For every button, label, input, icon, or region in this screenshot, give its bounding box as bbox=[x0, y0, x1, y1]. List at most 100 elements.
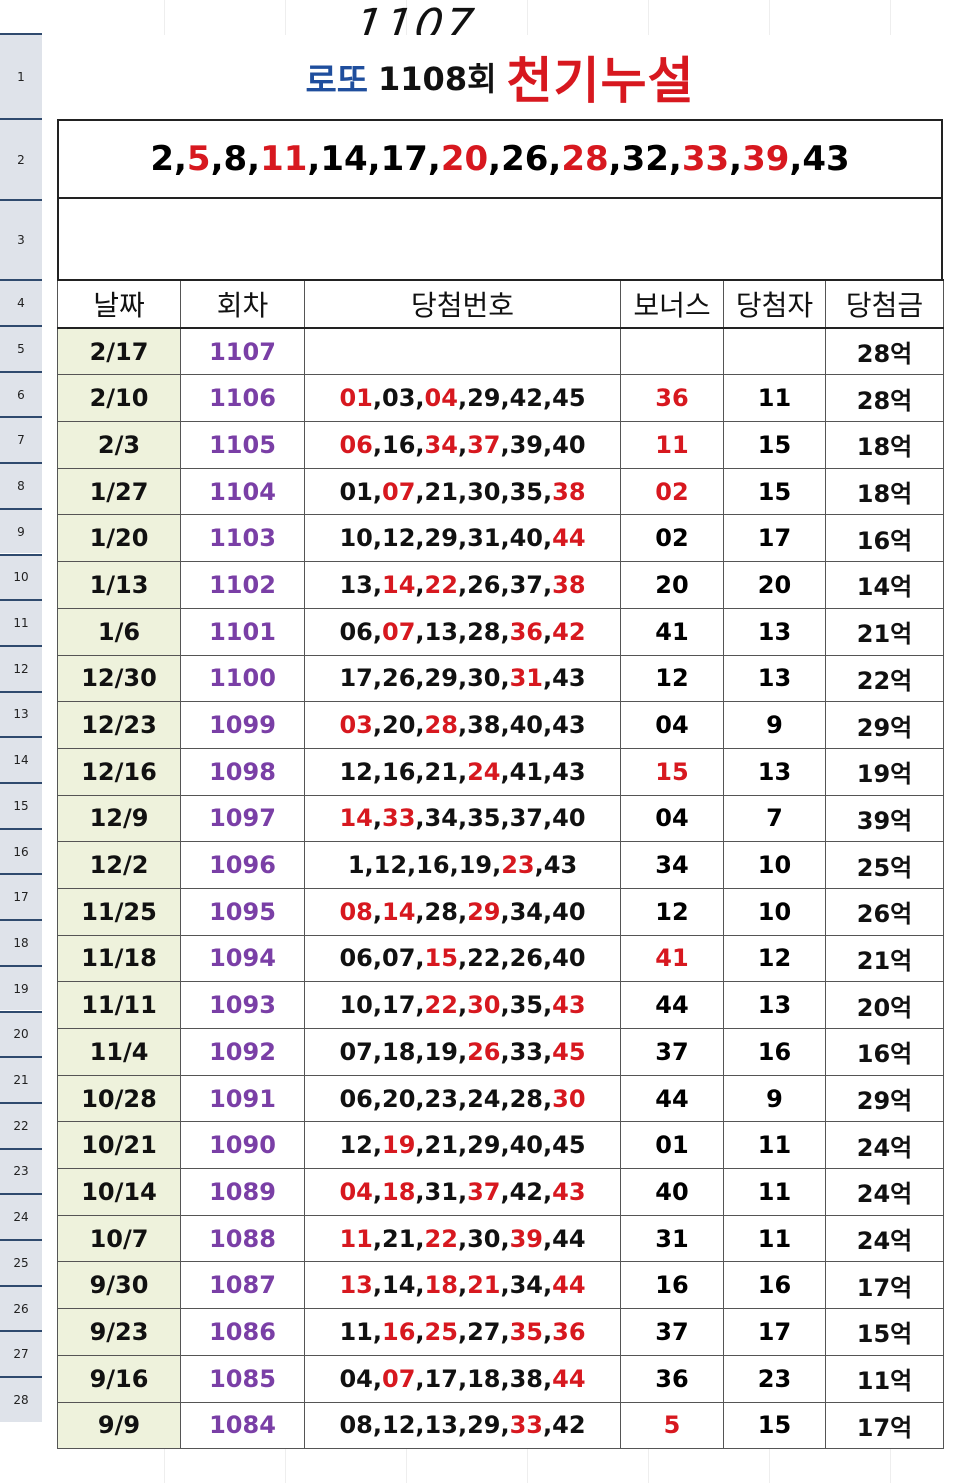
cell-round[interactable]: 1089 bbox=[180, 1168, 305, 1216]
cell-winning-numbers[interactable]: 14,33,34,35,37,40 bbox=[304, 794, 621, 843]
cell-prize[interactable]: 21억 bbox=[825, 934, 944, 983]
row-header-13[interactable]: 13 bbox=[0, 690, 42, 737]
cell-round[interactable]: 1103 bbox=[180, 514, 305, 563]
header-winners[interactable]: 당첨자 bbox=[723, 279, 826, 329]
cell-winning-numbers[interactable]: 12,16,21,24,41,43 bbox=[304, 747, 621, 796]
cell-prize[interactable]: 20억 bbox=[825, 981, 944, 1029]
header-numbers[interactable]: 당첨번호 bbox=[304, 279, 621, 329]
cell-winners[interactable]: 13 bbox=[723, 747, 826, 796]
cell-prize[interactable]: 16억 bbox=[825, 514, 944, 563]
cell-date[interactable]: 10/28 bbox=[57, 1074, 181, 1123]
cell-round[interactable]: 1105 bbox=[180, 421, 305, 469]
cell-round[interactable]: 1104 bbox=[180, 467, 305, 516]
cell-winning-numbers[interactable]: 13,14,18,21,34,44 bbox=[304, 1261, 621, 1310]
cell-prize[interactable]: 24억 bbox=[825, 1168, 944, 1216]
row-header-10[interactable]: 10 bbox=[0, 553, 42, 600]
cell-winners[interactable]: 9 bbox=[723, 701, 826, 749]
row-header-2[interactable]: 2 bbox=[0, 118, 42, 199]
cell-date[interactable]: 10/7 bbox=[57, 1214, 181, 1263]
cell-winners[interactable]: 11 bbox=[723, 1168, 826, 1216]
cell-winning-numbers[interactable]: 03,20,28,38,40,43 bbox=[304, 701, 621, 749]
cell-winning-numbers[interactable]: 12,19,21,29,40,45 bbox=[304, 1121, 621, 1170]
cell-winners[interactable]: 13 bbox=[723, 981, 826, 1029]
cell-date[interactable]: 12/9 bbox=[57, 794, 181, 843]
cell-bonus[interactable]: 12 bbox=[620, 887, 724, 936]
cell-prize[interactable]: 15억 bbox=[825, 1308, 944, 1356]
cell-prize[interactable]: 17억 bbox=[825, 1401, 944, 1450]
cell-bonus[interactable]: 34 bbox=[620, 841, 724, 889]
cell-round[interactable]: 1093 bbox=[180, 981, 305, 1029]
cell-winning-numbers[interactable]: 06,07,13,28,36,42 bbox=[304, 607, 621, 656]
cell-bonus[interactable]: 36 bbox=[620, 374, 724, 423]
cell-round[interactable]: 1090 bbox=[180, 1121, 305, 1170]
cell-winners[interactable]: 9 bbox=[723, 1074, 826, 1123]
cell-winners[interactable]: 11 bbox=[723, 1214, 826, 1263]
cell-winners[interactable] bbox=[723, 327, 826, 376]
row-header-21[interactable]: 21 bbox=[0, 1056, 42, 1102]
cell-bonus[interactable]: 31 bbox=[620, 1214, 724, 1263]
cell-date[interactable]: 9/16 bbox=[57, 1354, 181, 1403]
row-header-14[interactable]: 14 bbox=[0, 736, 42, 782]
header-date[interactable]: 날짜 bbox=[57, 279, 181, 329]
cell-bonus[interactable]: 37 bbox=[620, 1028, 724, 1076]
cell-bonus[interactable]: 37 bbox=[620, 1308, 724, 1356]
row-header-6[interactable]: 6 bbox=[0, 370, 42, 417]
cell-prize[interactable]: 26억 bbox=[825, 887, 944, 936]
empty-cell-row-3[interactable] bbox=[57, 199, 943, 279]
cell-round[interactable]: 1098 bbox=[180, 747, 305, 796]
cell-prize[interactable]: 28억 bbox=[825, 374, 944, 423]
cell-date[interactable]: 11/4 bbox=[57, 1028, 181, 1076]
cell-prize[interactable]: 24억 bbox=[825, 1214, 944, 1263]
cell-winners[interactable]: 13 bbox=[723, 654, 826, 703]
cell-bonus[interactable]: 16 bbox=[620, 1261, 724, 1310]
cell-round[interactable]: 1087 bbox=[180, 1261, 305, 1310]
cell-round[interactable]: 1100 bbox=[180, 654, 305, 703]
cell-round[interactable]: 1107 bbox=[180, 327, 305, 376]
cell-winners[interactable]: 15 bbox=[723, 1401, 826, 1450]
cell-winners[interactable]: 12 bbox=[723, 934, 826, 983]
cell-bonus[interactable]: 12 bbox=[620, 654, 724, 703]
cell-winning-numbers[interactable] bbox=[304, 327, 621, 376]
row-header-24[interactable]: 24 bbox=[0, 1193, 42, 1239]
cell-prize[interactable]: 16억 bbox=[825, 1028, 944, 1076]
row-header-25[interactable]: 25 bbox=[0, 1239, 42, 1285]
row-header-17[interactable]: 17 bbox=[0, 873, 42, 920]
cell-round[interactable]: 1099 bbox=[180, 701, 305, 749]
headline-numbers-cell[interactable]: 2, 5, 8, 11, 14, 17, 20, 26, 28, 32, 33, 39, 43 bbox=[57, 119, 943, 199]
cell-date[interactable]: 1/13 bbox=[57, 561, 181, 609]
cell-round[interactable]: 1085 bbox=[180, 1354, 305, 1403]
row-header-7[interactable]: 7 bbox=[0, 416, 42, 463]
cell-bonus[interactable]: 44 bbox=[620, 1074, 724, 1123]
cell-winners[interactable]: 15 bbox=[723, 467, 826, 516]
cell-bonus[interactable] bbox=[620, 327, 724, 376]
cell-winning-numbers[interactable]: 08,14,28,29,34,40 bbox=[304, 887, 621, 936]
cell-winning-numbers[interactable]: 17,26,29,30,31,43 bbox=[304, 654, 621, 703]
cell-date[interactable]: 11/11 bbox=[57, 981, 181, 1029]
cell-date[interactable]: 10/21 bbox=[57, 1121, 181, 1170]
cell-date[interactable]: 1/6 bbox=[57, 607, 181, 656]
cell-winners[interactable]: 10 bbox=[723, 841, 826, 889]
row-header-28[interactable]: 28 bbox=[0, 1376, 42, 1422]
cell-winning-numbers[interactable]: 11,16,25,27,35,36 bbox=[304, 1308, 621, 1356]
row-header-11[interactable]: 11 bbox=[0, 599, 42, 645]
cell-winning-numbers[interactable]: 06,07,15,22,26,40 bbox=[304, 934, 621, 983]
cell-date[interactable]: 1/27 bbox=[57, 467, 181, 516]
cell-prize[interactable]: 25억 bbox=[825, 841, 944, 889]
sheet-title[interactable]: 로또 1108회 천기누설 bbox=[57, 35, 943, 119]
cell-winning-numbers[interactable]: 10,12,29,31,40,44 bbox=[304, 514, 621, 563]
cell-winners[interactable]: 13 bbox=[723, 607, 826, 656]
cell-prize[interactable]: 17억 bbox=[825, 1261, 944, 1310]
row-header-22[interactable]: 22 bbox=[0, 1101, 42, 1148]
cell-date[interactable]: 12/2 bbox=[57, 841, 181, 889]
cell-winners[interactable]: 17 bbox=[723, 514, 826, 563]
cell-round[interactable]: 1106 bbox=[180, 374, 305, 423]
row-header-19[interactable]: 19 bbox=[0, 964, 42, 1011]
cell-winners[interactable]: 15 bbox=[723, 421, 826, 469]
cell-winning-numbers[interactable]: 08,12,13,29,33,42 bbox=[304, 1401, 621, 1450]
cell-winning-numbers[interactable]: 07,18,19,26,33,45 bbox=[304, 1028, 621, 1076]
row-header-27[interactable]: 27 bbox=[0, 1330, 42, 1377]
cell-prize[interactable]: 24억 bbox=[825, 1121, 944, 1170]
cell-winners[interactable]: 23 bbox=[723, 1354, 826, 1403]
header-round[interactable]: 회차 bbox=[180, 279, 305, 329]
cell-winners[interactable]: 7 bbox=[723, 794, 826, 843]
